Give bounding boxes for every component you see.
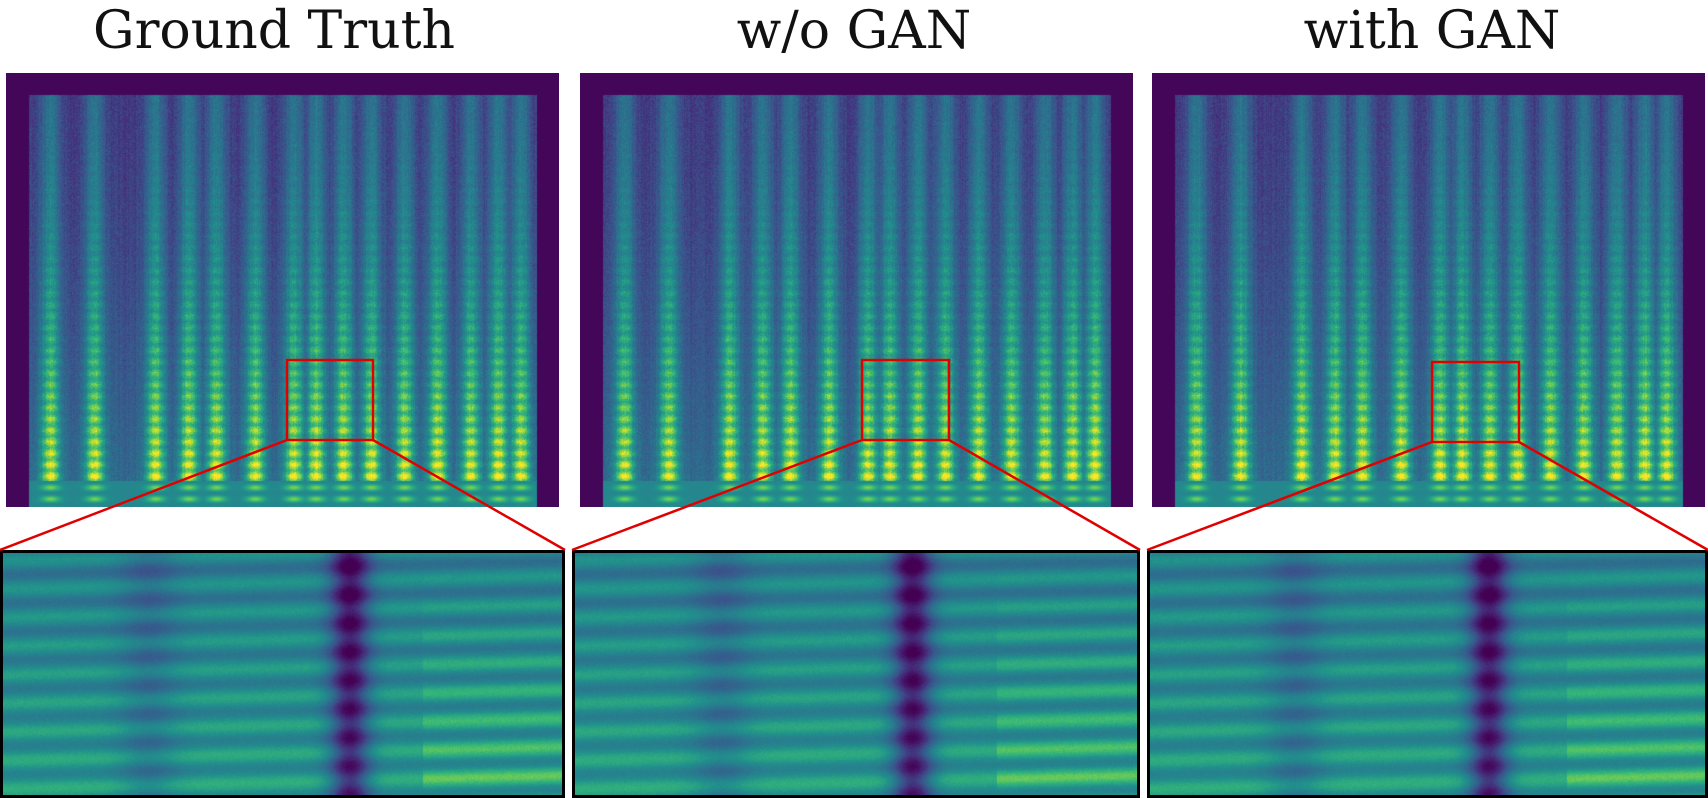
spectrogram-without-gan — [580, 73, 1133, 507]
spectrogram-with-gan — [1152, 73, 1705, 507]
connector-line — [1518, 440, 1708, 552]
zoom-ground-truth — [0, 550, 565, 798]
panel-title-without-gan: w/o GAN — [736, 1, 972, 61]
zoom-box-without-gan — [860, 358, 951, 442]
connector-line — [372, 438, 566, 552]
connector-line — [571, 438, 863, 552]
zoom-without-gan — [572, 550, 1140, 798]
panel-title-ground-truth: Ground Truth — [93, 1, 455, 61]
panel-title-with-gan: with GAN — [1303, 1, 1561, 61]
zoom-with-gan — [1147, 550, 1708, 798]
connector-line — [948, 438, 1141, 552]
zoom-box-ground-truth — [285, 358, 375, 442]
connector-line — [1146, 440, 1433, 552]
spectrogram-ground-truth — [6, 73, 559, 507]
connector-line — [0, 438, 288, 552]
zoom-box-with-gan — [1430, 360, 1521, 444]
